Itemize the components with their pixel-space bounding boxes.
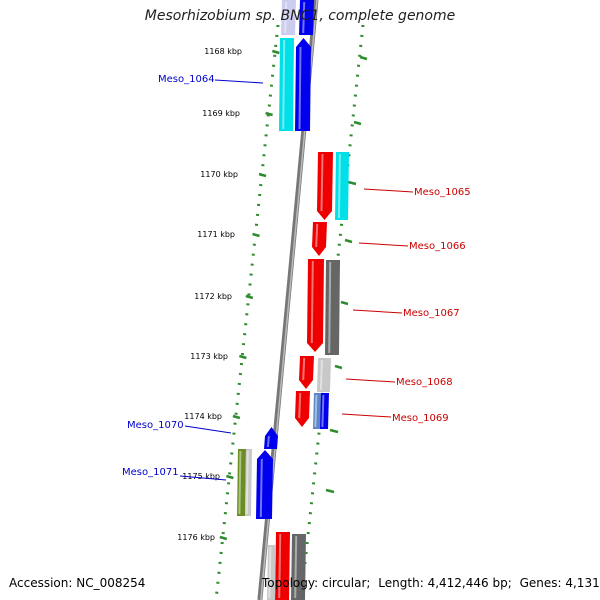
right-tick-mark [347, 180, 357, 186]
scale-label: 1172 kbp [194, 292, 232, 301]
feature-block [320, 393, 329, 429]
scale-label: 1168 kbp [204, 47, 242, 56]
scale-tick-mark [265, 111, 273, 117]
scale-label: 1171 kbp [197, 230, 235, 239]
feature-block [237, 449, 246, 516]
right-tick-mark [359, 55, 368, 61]
gene-arrow-meso-1066 [312, 222, 327, 256]
gene-label: Meso_1067 [403, 308, 460, 319]
feature-block [281, 0, 296, 35]
scale-label: 1175 kbp [182, 472, 220, 481]
right-tick-mark [325, 488, 335, 494]
scale-tick-mark [245, 294, 254, 300]
accession-info: Accession: NC_008254 [9, 576, 145, 590]
scale-label: 1173 kbp [190, 352, 228, 361]
feature-block [325, 260, 340, 355]
feature-block [275, 532, 290, 600]
scale-tick-mark [258, 172, 267, 178]
topology-value: circular [321, 576, 367, 590]
gene-label: Meso_1065 [414, 187, 471, 198]
genes-value: 4,131 [565, 576, 600, 590]
gene-label-connector [352, 309, 403, 314]
feature-block [279, 38, 294, 131]
scale-label: 1176 kbp [177, 533, 215, 542]
scale-tick-mark [226, 474, 234, 480]
genome-stats: Topology: circular; Length: 4,412,446 bp… [262, 576, 600, 590]
gene-label-connector [358, 242, 409, 247]
right-tick-mark [344, 238, 353, 244]
gene-arrow-meso-1070 [264, 427, 278, 449]
gene-arrow [299, 0, 314, 35]
accession-value: NC_008254 [76, 576, 146, 590]
gene-label: Meso_1070 [127, 420, 184, 431]
gene-label-connector [363, 188, 414, 193]
scale-label: 1174 kbp [184, 412, 222, 421]
gene-label-connector [184, 425, 232, 434]
scale-tick-mark [219, 535, 228, 541]
gene-label: Meso_1066 [409, 241, 466, 252]
gene-arrow-meso-1068 [299, 356, 314, 389]
feature-block [317, 358, 331, 392]
scale-tick-mark [271, 49, 280, 55]
scale-tick-mark [239, 354, 247, 360]
gene-label-connector [341, 413, 392, 418]
gene-label: Meso_1071 [122, 467, 179, 478]
feature-block [267, 545, 276, 600]
genes-label: Genes: [519, 576, 562, 590]
gene-arrow-meso-1071 [256, 450, 273, 519]
scale-label: 1169 kbp [202, 109, 240, 118]
feature-block [313, 393, 322, 429]
gene-label: Meso_1069 [392, 413, 449, 424]
right-tick-mark [340, 300, 349, 306]
accession-label: Accession: [9, 576, 73, 590]
page-title: Mesorhizobium sp. BNC1, complete genome [144, 8, 456, 24]
gene-arrow-meso-1069 [295, 391, 310, 427]
topology-label: Topology: [262, 576, 319, 590]
gene-label: Meso_1064 [158, 74, 215, 85]
right-tick-mark [329, 428, 339, 434]
right-tick-mark [334, 364, 343, 370]
feature-block [291, 534, 306, 600]
feature-block [335, 152, 349, 220]
length-label: Length: [378, 576, 424, 590]
right-tick-rail [299, 24, 365, 600]
gene-arrow-meso-1067 [307, 259, 324, 352]
scale-tick-mark [252, 232, 260, 238]
scale-tick-mark [232, 414, 241, 420]
gene-label-connector [345, 378, 396, 383]
right-tick-mark [353, 120, 362, 126]
scale-label: 1170 kbp [200, 170, 238, 179]
feature-block [245, 449, 252, 516]
gene-arrow-meso-1064 [295, 38, 311, 131]
gene-label-connector [179, 475, 227, 481]
length-value: 4,412,446 bp [427, 576, 508, 590]
gene-label: Meso_1068 [396, 377, 453, 388]
gene-label-connector [214, 79, 264, 84]
gene-arrow-meso-1065 [317, 152, 333, 220]
left-tick-rail [214, 24, 280, 600]
